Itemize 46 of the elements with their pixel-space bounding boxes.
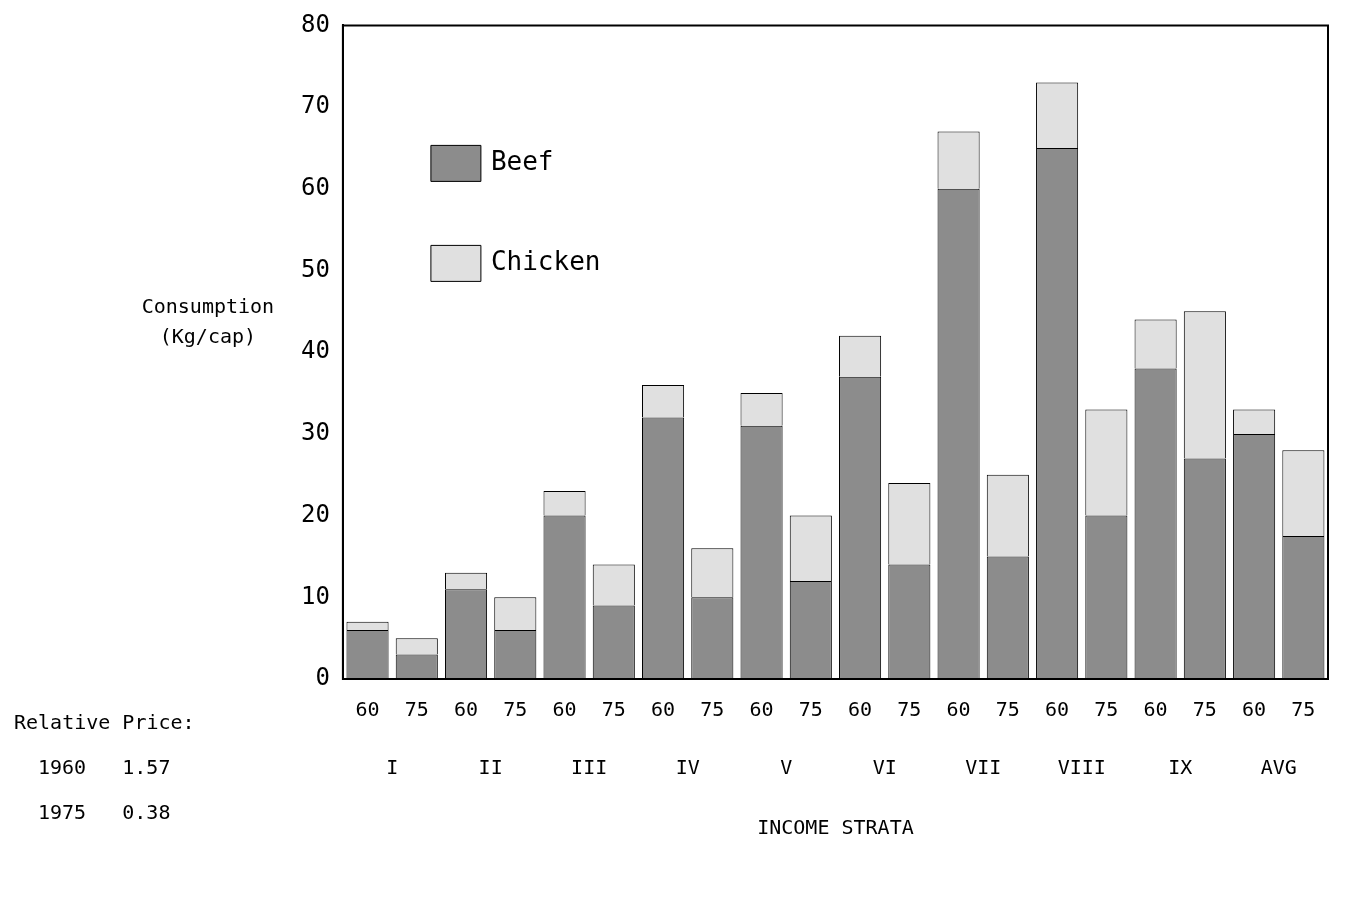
legend-label: Beef [490,146,554,177]
x-tick-label: 75 [404,697,429,722]
text: VI [872,755,897,780]
y-tick-label: 30 [300,418,330,447]
text: IX [1168,755,1193,780]
text: Relative Price: [14,710,195,735]
x-tick-label: 75 [503,697,528,722]
text: I [386,755,399,780]
x-tick-label: 75 [897,697,922,722]
x-tick-label: 60 [946,697,971,722]
x-tick-label: 60 [1045,697,1070,722]
x-tick-label: 60 [749,697,774,722]
x-tick-label: 75 [1192,697,1217,722]
y-tick-label: 10 [300,581,330,610]
y-tick-label: 80 [300,9,330,38]
x-tick-label: 60 [453,697,479,722]
x-tick-label: 75 [1291,697,1316,722]
x-tick-label: 75 [798,697,823,722]
y-tick-label: 0 [315,663,330,692]
text: II [478,755,503,780]
legend-label: Chicken [490,246,601,277]
x-tick-label: 75 [700,697,725,722]
text: V [780,755,793,780]
x-tick-label: 75 [1094,697,1119,722]
x-tick-label: 75 [601,697,626,722]
text: VIII [1057,755,1106,780]
x-axis-title: INCOME STRATA [757,815,914,840]
text: 1975 0.38 [38,800,171,825]
y-tick-label: 40 [300,336,330,365]
text: AVG [1260,755,1297,780]
x-tick-label: 60 [552,697,577,722]
y-axis-title: Consumption (Kg/cap) [141,294,275,349]
x-tick-label: 60 [355,697,380,722]
x-tick-label: 75 [995,697,1020,722]
x-tick-label: 60 [1242,697,1267,722]
x-tick-label: 60 [848,697,873,722]
x-tick-label: 60 [651,697,676,722]
text: 1960 1.57 [38,755,171,780]
text: IV [675,755,700,780]
text: VII [965,755,1002,780]
y-tick-label: 60 [300,173,330,202]
y-tick-label: 50 [300,254,330,283]
y-tick-label: 70 [300,91,330,120]
text: III [571,755,608,780]
y-tick-label: 20 [300,499,330,528]
x-tick-label: 60 [1143,697,1168,722]
